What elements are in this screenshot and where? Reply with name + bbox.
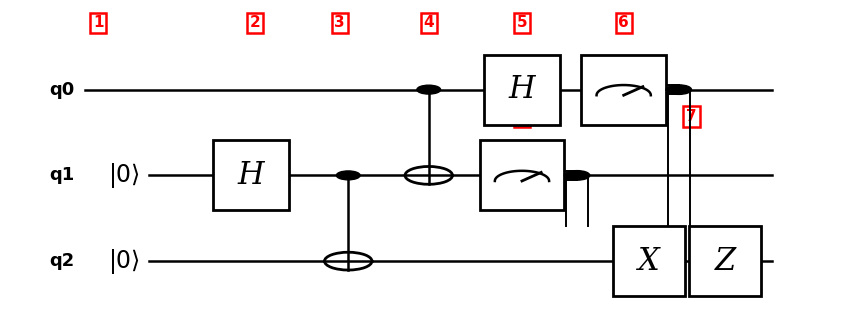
Text: q1: q1 xyxy=(49,167,75,184)
Text: H: H xyxy=(238,160,264,191)
Text: $|0\rangle$: $|0\rangle$ xyxy=(108,161,139,190)
Circle shape xyxy=(417,85,441,94)
Circle shape xyxy=(666,85,691,94)
Circle shape xyxy=(405,167,453,184)
Circle shape xyxy=(565,171,590,180)
Text: 7: 7 xyxy=(686,109,697,124)
Text: Z: Z xyxy=(715,246,736,277)
Text: 6: 6 xyxy=(618,15,629,30)
Circle shape xyxy=(324,252,372,270)
Text: 4: 4 xyxy=(424,15,434,30)
Text: 3: 3 xyxy=(335,15,345,30)
Text: 1: 1 xyxy=(93,15,104,30)
Bar xyxy=(613,226,685,296)
Bar xyxy=(689,226,762,296)
Text: 6: 6 xyxy=(516,109,527,124)
Text: $|0\rangle$: $|0\rangle$ xyxy=(108,247,139,276)
Bar xyxy=(582,55,666,124)
Text: q0: q0 xyxy=(49,81,75,99)
Text: 5: 5 xyxy=(517,15,527,30)
Text: H: H xyxy=(509,74,535,105)
Circle shape xyxy=(336,171,360,180)
Bar xyxy=(212,140,289,210)
Text: 2: 2 xyxy=(250,15,261,30)
Text: q2: q2 xyxy=(49,252,75,270)
Bar xyxy=(484,55,560,124)
Text: X: X xyxy=(638,246,660,277)
Bar xyxy=(480,140,565,210)
